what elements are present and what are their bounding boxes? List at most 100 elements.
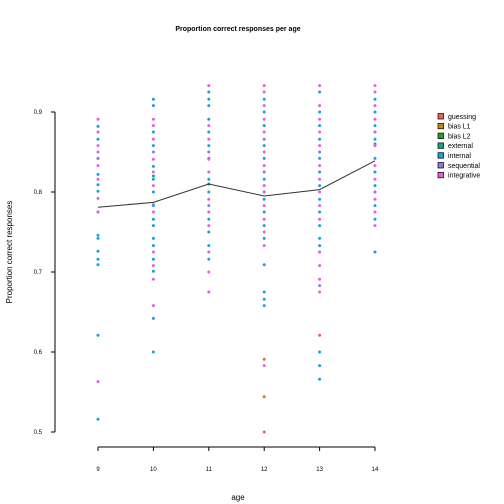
y-axis-label: Proportion correct responses xyxy=(5,201,14,304)
data-point-internal xyxy=(262,177,266,181)
data-point-sequential xyxy=(373,190,377,194)
data-point-sequential xyxy=(207,204,211,208)
data-point-integrative xyxy=(207,137,211,141)
data-point-integrative xyxy=(262,90,266,94)
data-point-integrative xyxy=(96,210,100,214)
data-point-bias-l1 xyxy=(262,395,266,399)
data-point-integrative xyxy=(373,197,377,201)
data-point-guessing xyxy=(262,430,266,434)
data-point-integrative xyxy=(207,197,211,201)
data-point-internal xyxy=(96,172,100,176)
data-point-internal xyxy=(96,183,100,187)
data-point-internal xyxy=(151,144,155,148)
data-point-internal xyxy=(151,104,155,108)
y-tick-label: 0.5 xyxy=(34,430,43,436)
x-tick-label: 11 xyxy=(206,467,213,473)
data-point-internal xyxy=(262,304,266,308)
data-point-internal xyxy=(318,197,322,201)
data-point-internal xyxy=(373,137,377,141)
data-point-internal xyxy=(96,417,100,421)
legend-label: guessing xyxy=(448,114,476,121)
data-point-internal xyxy=(262,124,266,128)
data-point-internal xyxy=(318,170,322,174)
data-point-internal xyxy=(318,184,322,188)
data-point-internal xyxy=(373,110,377,114)
data-point-integrative xyxy=(207,84,211,88)
y-tick-label: 0.9 xyxy=(34,110,43,116)
x-tick-label: 12 xyxy=(261,467,268,473)
data-point-internal xyxy=(207,217,211,221)
data-point-integrative xyxy=(318,177,322,181)
data-point-internal xyxy=(373,250,377,254)
data-point-internal xyxy=(207,117,211,121)
data-point-sequential xyxy=(151,203,155,207)
data-point-integrative xyxy=(207,224,211,228)
data-point-integrative xyxy=(96,117,100,121)
data-point-internal xyxy=(262,236,266,240)
data-point-integrative xyxy=(96,130,100,134)
data-point-integrative xyxy=(96,380,100,384)
data-point-integrative xyxy=(96,150,100,154)
data-point-integrative xyxy=(318,130,322,134)
data-point-integrative xyxy=(318,250,322,254)
data-point-integrative xyxy=(318,290,322,294)
data-point-internal xyxy=(318,236,322,240)
data-point-integrative xyxy=(151,184,155,188)
data-point-integrative xyxy=(151,277,155,281)
data-point-integrative xyxy=(262,104,266,108)
legend-swatch xyxy=(437,152,444,159)
data-point-integrative xyxy=(318,164,322,168)
data-point-internal xyxy=(151,217,155,221)
data-point-internal xyxy=(151,244,155,248)
data-point-internal xyxy=(96,236,100,240)
data-point-integrative xyxy=(207,170,211,174)
data-point-integrative xyxy=(373,144,377,148)
x-tick-label: 14 xyxy=(372,467,379,473)
legend-label: internal xyxy=(448,153,471,160)
data-point-sequential xyxy=(96,156,100,160)
data-point-guessing xyxy=(318,333,322,337)
data-point-integrative xyxy=(96,164,100,168)
data-point-internal xyxy=(207,230,211,234)
data-point-integrative xyxy=(96,177,100,181)
data-point-internal xyxy=(151,316,155,320)
data-point-integrative xyxy=(151,170,155,174)
data-point-internal xyxy=(207,144,211,148)
y-tick-label: 0.6 xyxy=(34,350,43,356)
data-point-integrative xyxy=(262,364,266,368)
data-point-internal xyxy=(207,244,211,248)
x-tick-label: 10 xyxy=(150,467,157,473)
data-point-integrative xyxy=(151,264,155,268)
data-point-internal xyxy=(318,244,322,248)
data-point-internal xyxy=(96,124,100,128)
data-point-integrative xyxy=(96,144,100,148)
data-point-integrative xyxy=(318,117,322,121)
data-point-internal xyxy=(207,97,211,101)
mean-line xyxy=(97,160,376,208)
data-point-integrative xyxy=(151,117,155,121)
data-point-integrative xyxy=(318,217,322,221)
data-point-internal xyxy=(207,177,211,181)
data-point-integrative xyxy=(373,210,377,214)
y-tick-label: 0.8 xyxy=(34,190,43,196)
data-point-integrative xyxy=(373,90,377,94)
data-point-internal xyxy=(96,249,100,253)
data-point-internal xyxy=(318,224,322,228)
data-point-integrative xyxy=(262,204,266,208)
data-point-internal xyxy=(318,350,322,354)
data-point-integrative xyxy=(318,104,322,108)
data-point-integrative xyxy=(96,196,100,200)
data-point-internal xyxy=(207,257,211,261)
data-point-integrative xyxy=(262,190,266,194)
data-point-internal xyxy=(318,364,322,368)
data-point-internal xyxy=(373,204,377,208)
legend-swatch xyxy=(437,162,444,169)
data-point-internal xyxy=(373,184,377,188)
data-point-integrative xyxy=(151,137,155,141)
chart-title: Proportion correct responses per age xyxy=(175,26,300,33)
data-point-integrative xyxy=(262,84,266,88)
data-point-integrative xyxy=(262,184,266,188)
data-point-integrative xyxy=(151,157,155,161)
data-point-internal xyxy=(373,97,377,101)
data-point-guessing xyxy=(262,357,266,361)
